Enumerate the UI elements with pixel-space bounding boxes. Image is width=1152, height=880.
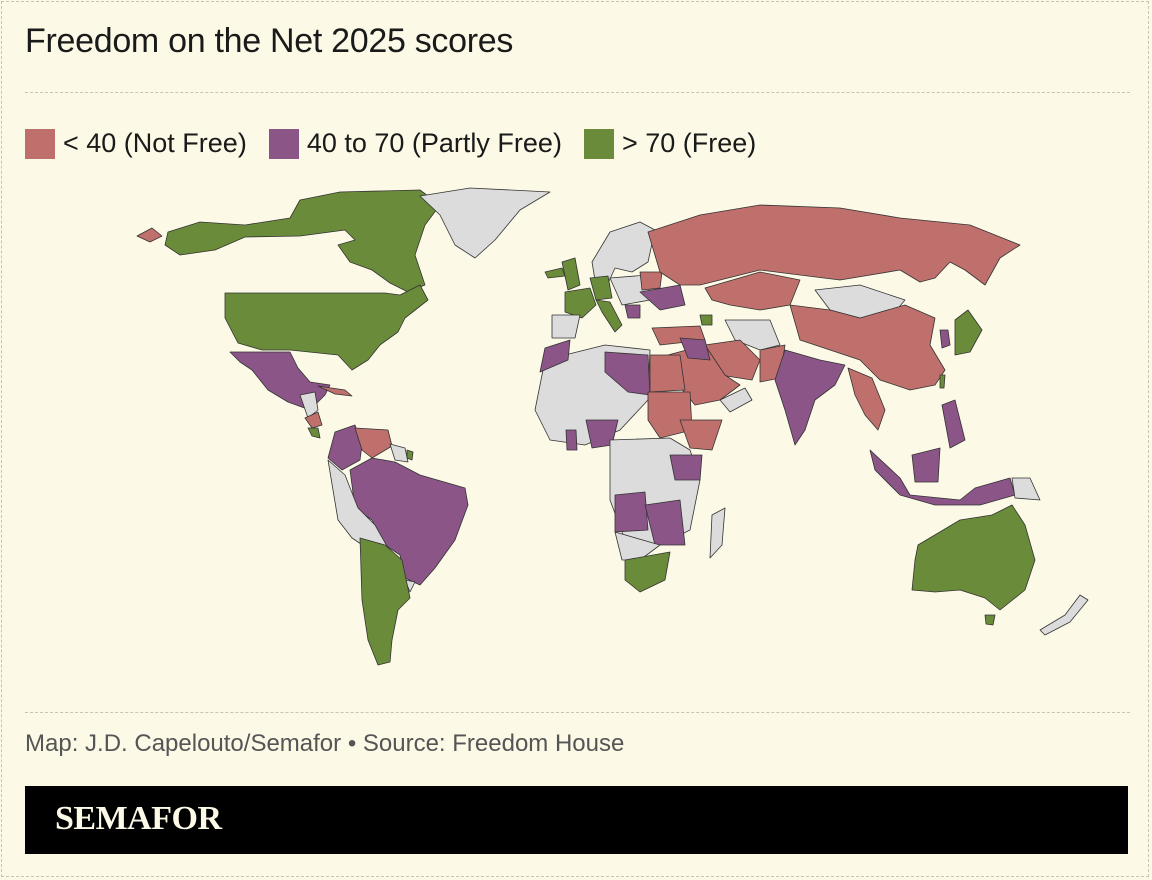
- region-japan: [954, 309, 983, 356]
- region-indonesia: [869, 449, 1016, 506]
- region-belarus: [639, 271, 663, 291]
- region-usa: [224, 284, 429, 371]
- swatch-not-free: [25, 128, 55, 159]
- region-korea: [939, 329, 951, 349]
- region-egypt: [649, 354, 686, 393]
- region-libya: [604, 351, 651, 396]
- region-colombia: [327, 424, 363, 471]
- region-taiwan: [939, 374, 946, 389]
- region-australia: [911, 504, 1036, 611]
- region-argentina-chile: [359, 537, 411, 666]
- region-greenland: [419, 187, 551, 259]
- region-canada: [164, 189, 441, 293]
- region-france: [564, 287, 597, 319]
- swatch-free: [583, 128, 614, 159]
- region-guianas: [389, 443, 409, 463]
- legend-label-partly-free: 40 to 70 (Partly Free): [306, 128, 562, 158]
- region-iberia: [551, 314, 581, 339]
- title-divider: [25, 92, 1130, 93]
- region-germany: [589, 275, 613, 301]
- region-png: [1011, 477, 1041, 501]
- region-malaysia-borneo: [911, 447, 941, 483]
- region-nicaragua: [304, 411, 323, 429]
- region-iceland: [544, 267, 566, 279]
- region-ethiopia: [679, 419, 723, 451]
- region-new-zealand: [1039, 594, 1089, 636]
- region-morocco: [539, 339, 571, 373]
- brand-bar: SEMAFOR: [25, 786, 1128, 854]
- region-uk: [561, 257, 581, 291]
- region-south-africa: [624, 551, 671, 593]
- region-cuba: [317, 385, 353, 397]
- region-madagascar: [709, 507, 726, 559]
- region-costa-rica: [307, 427, 321, 439]
- legend-item-free: > 70 (Free): [583, 128, 757, 159]
- legend-label-free: > 70 (Free): [621, 128, 757, 158]
- region-venezuela: [354, 427, 393, 459]
- region-uganda-kenya: [669, 454, 703, 481]
- region-tasmania: [984, 614, 996, 626]
- region-caucasus: [699, 314, 713, 326]
- source-credit: Map: J.D. Capelouto/Semafor • Source: Fr…: [25, 730, 625, 757]
- swatch-partly-free: [268, 128, 299, 159]
- region-philippines: [941, 399, 966, 449]
- legend-label-not-free: < 40 (Not Free): [63, 128, 247, 158]
- region-zambia-zimbabwe: [644, 499, 686, 546]
- region-ghana: [565, 429, 578, 451]
- legend-item-partly-free: 40 to 70 (Partly Free): [268, 128, 562, 159]
- region-italy: [595, 299, 623, 333]
- region-central-america: [299, 391, 319, 419]
- world-map: [136, 187, 1089, 666]
- footer-divider: [25, 712, 1130, 713]
- region-oman-yemen: [719, 387, 753, 413]
- legend-item-not-free: < 40 (Not Free): [25, 128, 247, 159]
- region-kazakhstan: [704, 271, 801, 311]
- legend: < 40 (Not Free) 40 to 70 (Partly Free) >…: [25, 128, 778, 159]
- region-balkans: [624, 304, 641, 319]
- region-central-asia: [724, 319, 781, 351]
- region-alaska-russia-tip: [136, 227, 163, 243]
- region-sudan: [647, 391, 693, 439]
- semafor-logo: SEMAFOR: [55, 800, 222, 837]
- region-suriname: [406, 449, 414, 461]
- region-myanmar-thai: [847, 367, 886, 431]
- region-ukraine: [639, 284, 686, 311]
- region-levant-iraq: [679, 337, 711, 361]
- region-angola: [614, 491, 649, 533]
- region-russia: [647, 204, 1021, 286]
- chart-title: Freedom on the Net 2025 scores: [25, 22, 514, 60]
- region-india: [774, 349, 846, 446]
